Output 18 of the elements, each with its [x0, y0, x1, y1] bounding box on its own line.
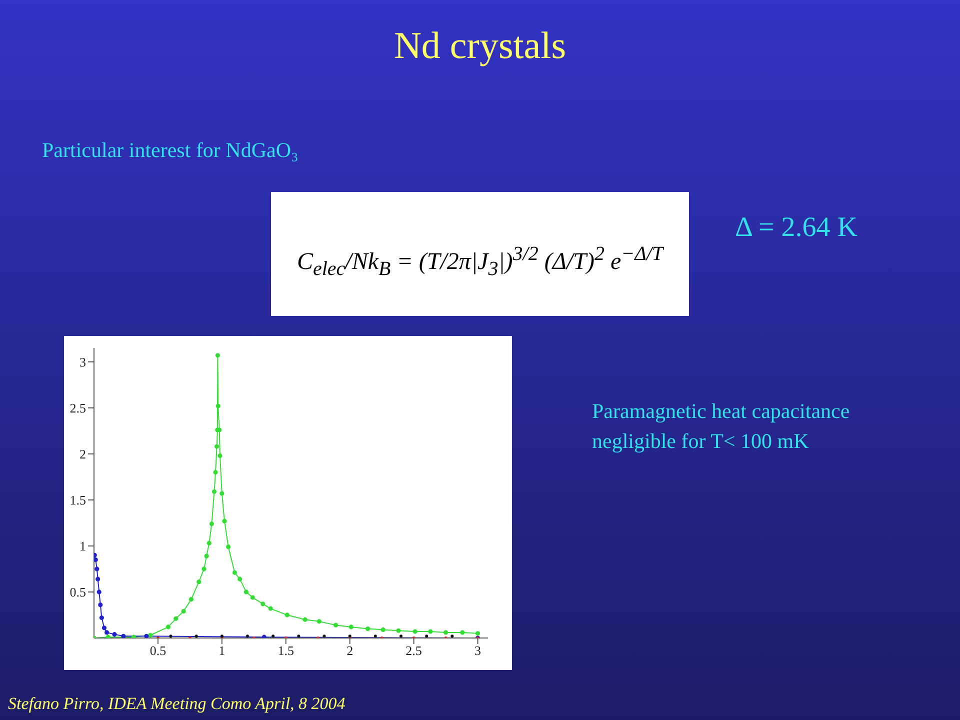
x-tick-label: 0.5: [150, 643, 166, 658]
x-tick-label: 1: [218, 643, 226, 658]
x-tick-label: 2: [346, 643, 354, 658]
text: C$_{elec}$/Nk$_{B}$ = (T/2π|J$_{3}$|)$^{3/2}$ (Δ/T)$^{2}$ e$^{−Δ/T}$: [296, 243, 664, 280]
x-tick-label: 1.5: [278, 643, 294, 658]
x-tick-label: 2.5: [406, 643, 422, 658]
y-tick-label: 2: [80, 446, 86, 462]
x-tick-label: 3: [474, 643, 482, 658]
text: Paramagnetic heat capacitance negligible for T< 100 mK: [592, 398, 851, 455]
y-tick-label: 1: [80, 538, 86, 554]
text: Stefano Pirro, IDEA Meeting Como April, 8 2004: [8, 694, 346, 714]
y-tick-label: 1.5: [70, 492, 86, 508]
chart-subtitle: Particular interest for NdGaO₃: [42, 138, 298, 163]
y-tick-label: 0.5: [70, 584, 86, 600]
chart-title: Nd crystals: [392, 24, 568, 68]
text: Δ = 2.64 K: [735, 212, 858, 244]
y-tick-label: 3: [80, 354, 86, 370]
y-tick-label: 2.5: [70, 400, 86, 416]
